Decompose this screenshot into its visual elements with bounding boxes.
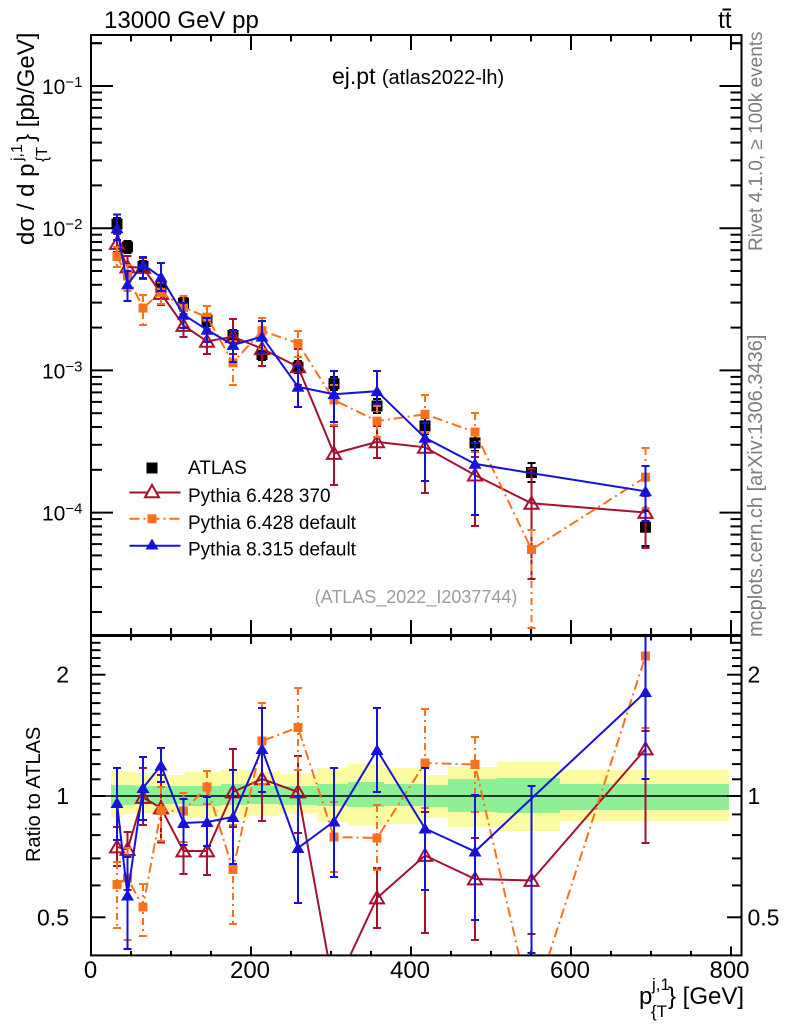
svg-text:Ratio to ATLAS: Ratio to ATLAS <box>23 727 45 862</box>
svg-text:2: 2 <box>748 662 761 688</box>
svg-text:800: 800 <box>709 957 749 984</box>
svg-text:13000 GeV pp: 13000 GeV pp <box>104 7 259 34</box>
svg-text:1: 1 <box>748 783 761 809</box>
svg-text:0.5: 0.5 <box>37 904 69 930</box>
svg-text:dσ / d p: dσ / d p <box>13 163 40 245</box>
svg-text:p: p <box>639 983 652 1010</box>
svg-text:Pythia 6.428 370: Pythia 6.428 370 <box>188 486 331 507</box>
svg-text:2: 2 <box>56 662 69 688</box>
svg-text:Pythia 8.315 default: Pythia 8.315 default <box>188 540 357 561</box>
svg-text:Rivet 4.1.0, ≥ 100k events: Rivet 4.1.0, ≥ 100k events <box>746 31 767 251</box>
svg-text:(ATLAS_2022_I2037744): (ATLAS_2022_I2037744) <box>315 587 518 608</box>
svg-text:ATLAS: ATLAS <box>188 458 247 479</box>
svg-text:{T: {T <box>651 1002 667 1021</box>
svg-text:1: 1 <box>56 783 69 809</box>
svg-text:{T: {T <box>34 147 51 162</box>
svg-text:j,1: j,1 <box>9 144 26 162</box>
svg-text:400: 400 <box>390 957 430 984</box>
svg-text:} [GeV]: } [GeV] <box>668 983 744 1010</box>
svg-text:0.5: 0.5 <box>748 904 780 930</box>
svg-text:200: 200 <box>230 957 270 984</box>
svg-text:} [pb/GeV]: } [pb/GeV] <box>13 33 40 142</box>
svg-text:10−4: 10−4 <box>42 501 82 526</box>
svg-text:j,1: j,1 <box>651 975 670 994</box>
svg-text:tt: tt <box>718 7 732 34</box>
svg-text:mcplots.cern.ch [arXiv:1306.34: mcplots.cern.ch [arXiv:1306.3436] <box>745 335 767 637</box>
svg-text:Pythia 6.428 default: Pythia 6.428 default <box>188 513 357 534</box>
svg-text:600: 600 <box>550 957 590 984</box>
svg-text:10−3: 10−3 <box>42 358 82 383</box>
svg-text:ej.pt (atlas2022-lh): ej.pt (atlas2022-lh) <box>332 63 504 89</box>
svg-text:0: 0 <box>84 957 97 984</box>
